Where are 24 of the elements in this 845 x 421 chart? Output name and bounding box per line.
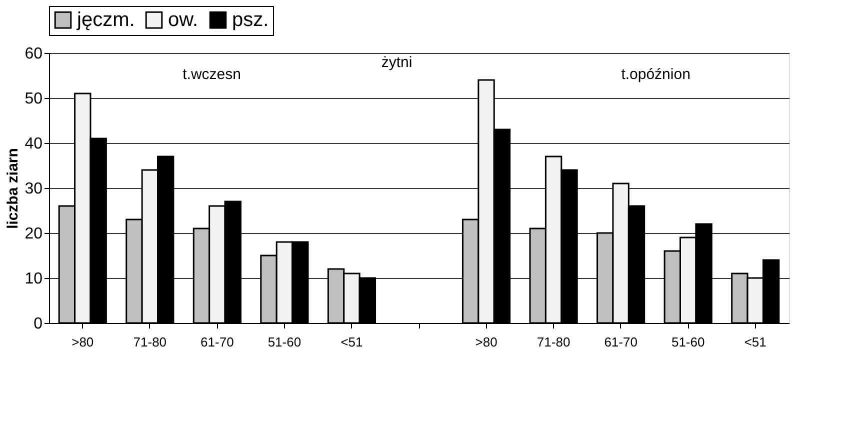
x-tick-label: 71-80	[536, 334, 570, 350]
x-tick-label: 61-70	[200, 334, 234, 350]
x-tick-label: <51	[340, 334, 363, 350]
legend-label: jęczm.	[76, 9, 135, 32]
y-tick-label: 10	[24, 270, 43, 288]
y-tick-label: 40	[24, 136, 43, 152]
x-tick-label: 51-60	[671, 334, 705, 350]
x-tick-label: 61-70	[604, 334, 638, 350]
y-tick-label: 20	[24, 226, 43, 242]
y-tick-label: 50	[24, 90, 43, 108]
y-tick-label: 60	[24, 46, 43, 62]
x-tick-label: 71-80	[133, 334, 167, 350]
legend-label: ow.	[168, 9, 198, 32]
annotation: t.opóźnion	[621, 66, 690, 83]
annotation: t.wczesn	[182, 66, 241, 83]
x-tick-label: <51	[744, 334, 766, 350]
x-tick-label: 51-60	[268, 334, 302, 350]
x-tick-label: >80	[72, 334, 94, 350]
y-axis-title: liczba ziarn	[4, 148, 22, 229]
y-tick-label: 30	[24, 180, 43, 198]
y-tick-label: 0	[34, 316, 43, 332]
x-tick-label: >80	[475, 334, 498, 350]
annotation: żytni	[381, 54, 412, 71]
legend-label: psz.	[232, 9, 269, 32]
